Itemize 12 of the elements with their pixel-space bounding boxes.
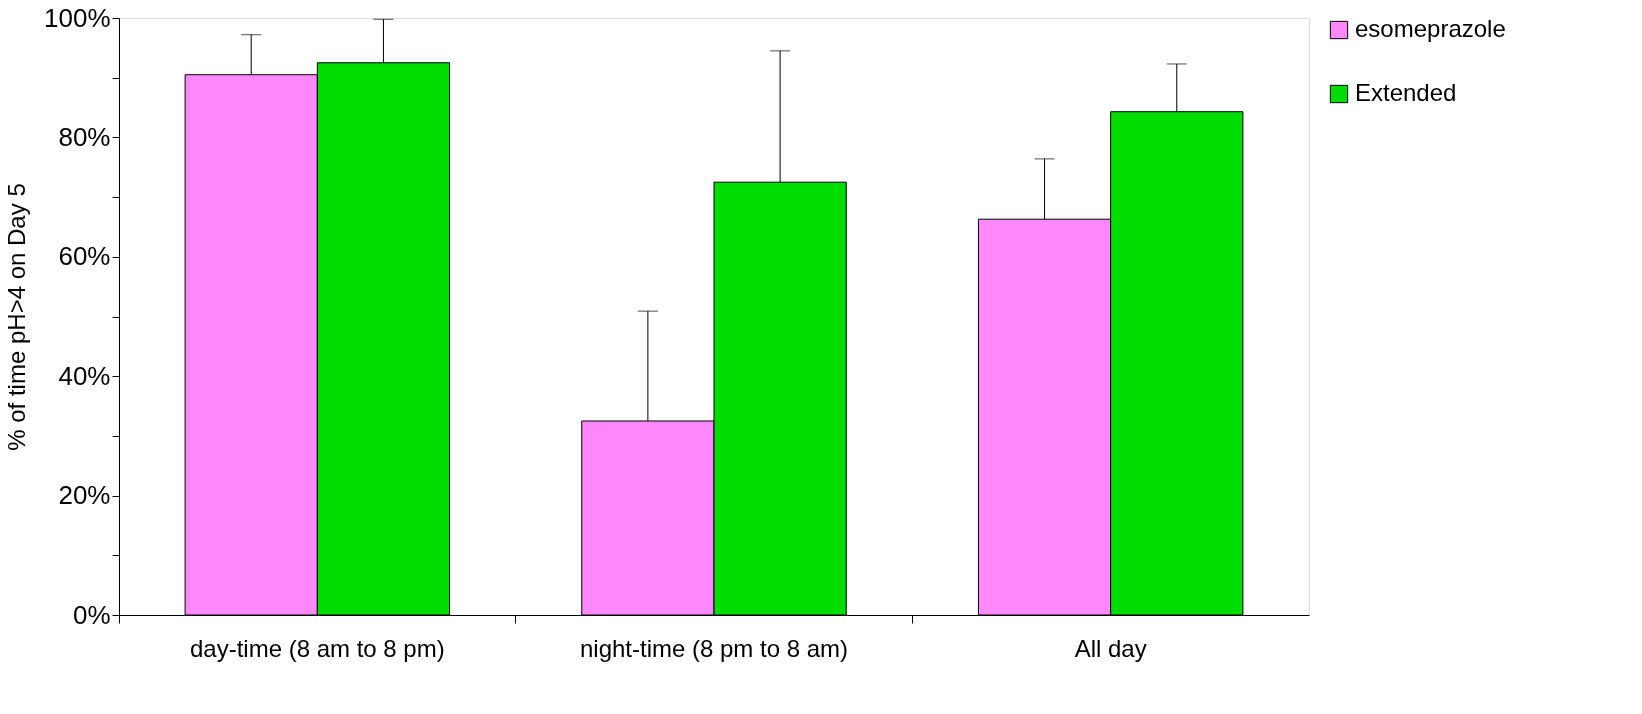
y-tick-label: 60% [58, 241, 111, 272]
y-tick-label: 100% [44, 2, 111, 33]
y-tick-label: 80% [58, 121, 111, 152]
y-tick-label: 20% [58, 480, 111, 511]
legend-label: esomeprazole [1355, 15, 1506, 42]
y-axis-title: % of time pH>4 on Day 5 [3, 183, 30, 451]
x-tick-label: day-time (8 am to 8 pm) [189, 634, 445, 662]
legend-label: Extended [1355, 79, 1457, 106]
y-tick-label: 40% [58, 360, 111, 391]
y-tick-label: 0% [72, 599, 111, 630]
x-tick-label: night-time (8 pm to 8 am) [579, 634, 849, 662]
x-tick-label: All day [1074, 634, 1147, 662]
